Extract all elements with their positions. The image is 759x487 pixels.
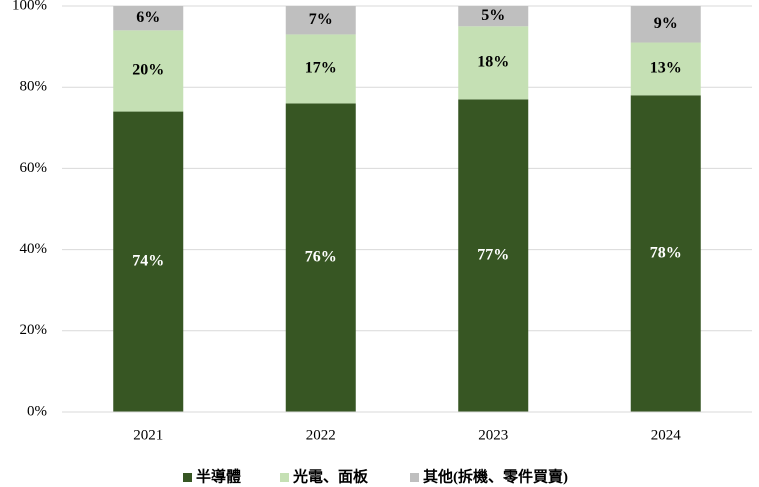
legend-label: 其他(拆機、零件買賣) — [423, 467, 568, 485]
y-tick-label: 80% — [20, 79, 48, 95]
legend-label: 光電、面板 — [292, 467, 369, 485]
data-label: 78% — [650, 244, 682, 261]
bar-segment — [630, 42, 701, 96]
data-label: 18% — [477, 54, 509, 71]
bar-segment — [113, 6, 184, 31]
y-tick-label: 60% — [20, 160, 48, 176]
data-label: 13% — [650, 60, 682, 77]
bar-segment — [113, 30, 184, 112]
data-label: 76% — [305, 248, 337, 265]
data-label: 7% — [309, 11, 333, 28]
x-tick-label: 2022 — [306, 427, 336, 443]
legend-label: 半導體 — [196, 467, 241, 485]
bar-segment — [285, 103, 356, 412]
legend-marker — [183, 473, 192, 482]
bar-segment — [630, 95, 701, 412]
x-tick-label: 2023 — [478, 427, 508, 443]
legend-marker — [410, 473, 419, 482]
bar-segment — [113, 111, 184, 412]
x-tick-label: 2021 — [133, 427, 163, 443]
y-tick-label: 100% — [12, 0, 47, 13]
x-tick-label: 2024 — [651, 427, 682, 443]
bar-segment — [458, 99, 529, 412]
bar-segment — [458, 26, 529, 100]
data-label: 5% — [481, 7, 505, 24]
y-tick-label: 0% — [27, 403, 47, 419]
data-label: 77% — [477, 246, 509, 263]
data-label: 20% — [132, 62, 164, 79]
data-label: 17% — [305, 60, 337, 77]
y-tick-label: 20% — [20, 322, 48, 338]
data-label: 6% — [136, 9, 160, 26]
y-tick-label: 40% — [20, 241, 48, 257]
data-label: 9% — [654, 15, 678, 32]
bar-segment — [630, 6, 701, 43]
data-label: 74% — [132, 252, 164, 269]
bar-segment — [285, 34, 356, 104]
bar-segment — [458, 6, 529, 27]
bar-segment — [285, 6, 356, 35]
legend-marker — [280, 473, 289, 482]
